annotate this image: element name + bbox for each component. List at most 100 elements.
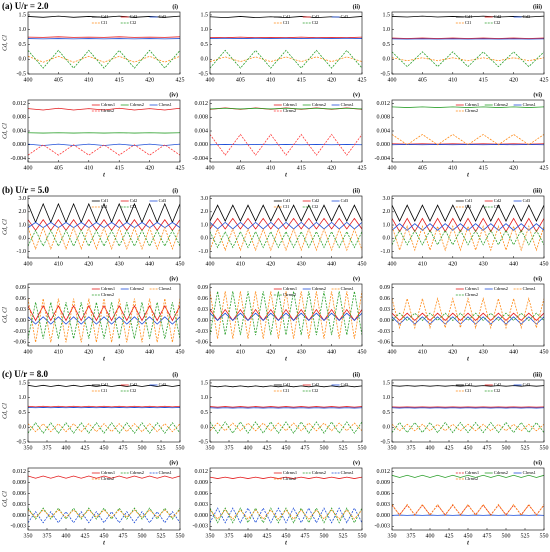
series-line — [392, 474, 544, 478]
y-tick-label: -0.004 — [375, 156, 391, 162]
y-tick-label: 0.06 — [198, 296, 209, 302]
series-line — [210, 107, 362, 110]
x-axis-label: t — [103, 540, 105, 546]
x-tick-label: 525 — [339, 533, 348, 539]
x-tick-label: 375 — [407, 445, 416, 451]
legend-label: Clrms1 — [159, 102, 172, 107]
y-tick-label: 0.000 — [377, 142, 391, 148]
y-tick-label: 0.009 — [195, 480, 209, 486]
legend-label: Clrms2 — [465, 476, 478, 481]
series-line — [210, 230, 362, 249]
x-tick-label: 525 — [157, 533, 166, 539]
legend-label: Cdrms1 — [101, 286, 115, 291]
y-tick-label: 0.0 — [383, 236, 391, 242]
legend-label: Cd1 — [101, 14, 109, 19]
x-tick-label: 375 — [407, 533, 416, 539]
x-tick-label: 430 — [297, 261, 306, 267]
series-line — [392, 504, 544, 516]
series-line — [392, 106, 544, 108]
legend-label: Cdrms2 — [312, 286, 326, 291]
x-tick-label: 350 — [24, 533, 33, 539]
legend-label: Clrms1 — [159, 286, 172, 291]
y-tick-label: 0.5 — [19, 42, 27, 48]
x-tick-label: 550 — [176, 445, 185, 451]
y-tick-label: 3.0 — [383, 196, 391, 202]
legend-label: Cdrms2 — [130, 102, 144, 107]
series-line — [28, 202, 180, 224]
x-tick-label: 420 — [145, 165, 154, 171]
legend-label: Cd1 — [465, 198, 473, 203]
x-tick-label: 400 — [388, 261, 397, 267]
legend-label: Cdrms2 — [312, 470, 326, 475]
x-tick-label: 450 — [464, 445, 473, 451]
legend-label: Cd3 — [523, 198, 531, 203]
x-tick-label: 415 — [115, 77, 124, 83]
y-tick-label: -0.5 — [199, 71, 209, 77]
legend-label: Clrms1 — [523, 470, 536, 475]
series-line — [210, 291, 362, 336]
x-tick-label: 425 — [263, 533, 272, 539]
x-tick-label: 415 — [115, 165, 124, 171]
plot-frame — [27, 99, 181, 163]
legend-label: Cl1 — [465, 388, 472, 393]
x-tick-label: 405 — [418, 77, 427, 83]
legend-label: Clrms2 — [101, 476, 114, 481]
x-tick-label: 550 — [358, 533, 367, 539]
series-line — [28, 226, 180, 250]
y-tick-label: -0.5 — [381, 71, 391, 77]
x-tick-label: 400 — [206, 165, 215, 171]
legend-label: Clrms1 — [159, 470, 172, 475]
y-tick-label: 0.00 — [380, 318, 391, 324]
legend-label: Cl2 — [130, 204, 137, 209]
x-tick-label: 475 — [301, 533, 310, 539]
row-label: (b) U/r = 5.0 — [2, 185, 49, 195]
series-line — [210, 421, 362, 434]
series-line — [392, 423, 544, 432]
plot-frame — [209, 99, 363, 163]
y-tick-label: 1.0 — [383, 27, 391, 33]
x-tick-label: 410 — [448, 165, 457, 171]
x-tick-label: 410 — [448, 77, 457, 83]
panel-index: (ii) — [353, 187, 360, 194]
x-tick-label: 420 — [509, 77, 518, 83]
x-tick-label: 425 — [540, 77, 549, 83]
series-line — [28, 384, 180, 387]
x-tick-label: 550 — [176, 533, 185, 539]
legend-label: Cl1 — [283, 388, 290, 393]
x-tick-label: 410 — [84, 77, 93, 83]
x-tick-label: 420 — [327, 165, 336, 171]
legend-label: Cd2 — [494, 382, 502, 387]
panel-index: (iii) — [533, 3, 542, 10]
x-tick-label: 400 — [62, 533, 71, 539]
x-tick-label: 425 — [358, 165, 367, 171]
y-axis-label: Cd, Cl — [2, 35, 8, 51]
y-tick-label: 3.0 — [201, 196, 209, 202]
x-tick-label: 400 — [426, 445, 435, 451]
legend-label: Cd3 — [159, 14, 167, 19]
panel-index: (iv) — [169, 275, 178, 282]
y-tick-label: 0.00 — [198, 318, 209, 324]
x-tick-label: 440 — [145, 349, 154, 355]
x-tick-label: 400 — [244, 533, 253, 539]
series-line — [210, 406, 362, 408]
legend-label: Cl2 — [312, 20, 319, 25]
x-tick-label: 430 — [115, 261, 124, 267]
x-tick-label: 550 — [540, 445, 549, 451]
y-tick-label: 0.000 — [377, 513, 391, 519]
y-tick-label: 0.5 — [383, 410, 391, 416]
legend-label: Cl1 — [101, 20, 108, 25]
x-tick-label: 440 — [509, 349, 518, 355]
y-tick-label: 0.0 — [19, 425, 27, 431]
x-tick-label: 475 — [119, 445, 128, 451]
y-tick-label: 1.0 — [383, 222, 391, 228]
panel-index: (v) — [353, 459, 360, 466]
x-tick-label: 350 — [388, 445, 397, 451]
x-axis-label: t — [467, 540, 469, 546]
legend-label: Cl1 — [465, 204, 472, 209]
plot-frame — [391, 379, 545, 443]
legend-label: Cdrms1 — [283, 470, 297, 475]
series-line — [28, 509, 180, 518]
legend-label: Cd1 — [283, 14, 291, 19]
series-line — [210, 507, 362, 524]
